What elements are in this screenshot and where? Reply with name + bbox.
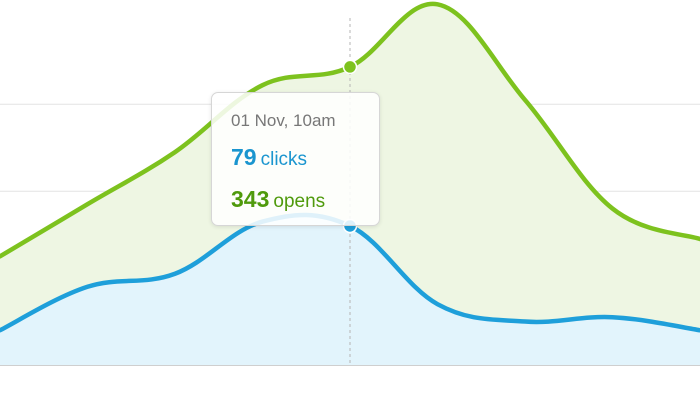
tooltip-opens-value: 343 bbox=[231, 186, 270, 212]
tooltip-clicks-value: 79 bbox=[231, 144, 257, 170]
tooltip-clicks-label: clicks bbox=[260, 149, 308, 170]
tooltip-opens-label: opens bbox=[273, 191, 326, 212]
tooltip-opens-row: 343 opens bbox=[231, 186, 379, 216]
data-tooltip: 01 Nov, 10am 79 clicks 343 opens bbox=[211, 92, 380, 226]
tooltip-time: 01 Nov, 10am bbox=[231, 111, 336, 130]
tooltip-clicks-row: 79 clicks bbox=[231, 144, 379, 174]
opens-highlight-point[interactable] bbox=[342, 59, 358, 75]
